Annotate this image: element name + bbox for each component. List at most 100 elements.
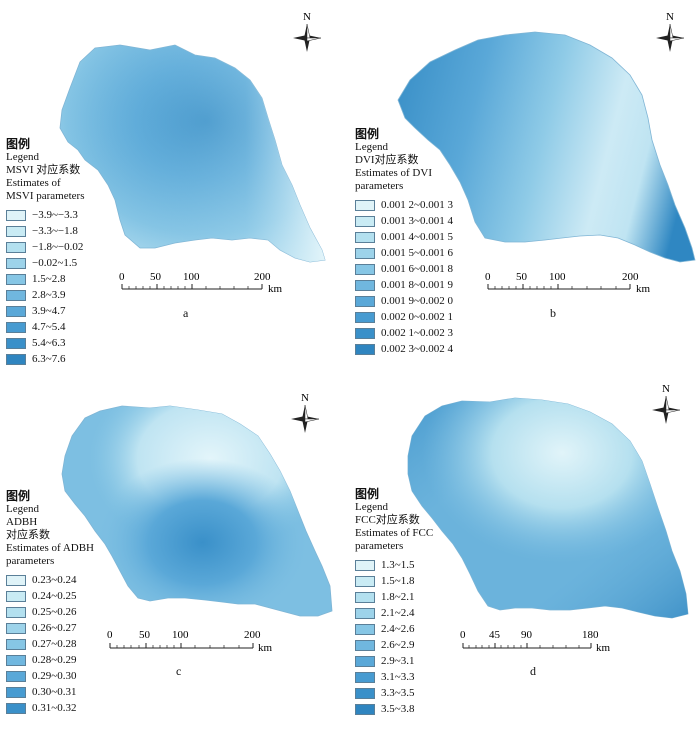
legend-swatch bbox=[6, 353, 26, 365]
legend-swatch bbox=[6, 225, 26, 237]
legend-swatch bbox=[355, 215, 375, 227]
scale-tick-0: 0 bbox=[460, 629, 466, 641]
legend-line: Legend bbox=[6, 503, 39, 515]
map-a: N 0 50 100 200 km bbox=[59, 11, 326, 295]
scale-unit: km bbox=[268, 283, 283, 295]
legend-item: 0.002 0~0.002 1 bbox=[355, 309, 453, 325]
legend-item: 3.5~3.8 bbox=[355, 701, 433, 717]
legend-swatch bbox=[355, 575, 375, 587]
legend-label: 0.001 5~0.001 6 bbox=[381, 246, 453, 259]
legend-items: −3.9~−3.3 −3.3~−1.8 −1.8~−0.02 −0.02~1.5 1.5… bbox=[6, 207, 85, 367]
scale-bar-d: 0 45 90 180 km bbox=[460, 629, 611, 654]
scale-tick-3: 200 bbox=[622, 271, 639, 283]
panel-a: N 0 50 100 200 km 图例 Legend MSVI 对 bbox=[0, 0, 350, 366]
legend-swatch bbox=[6, 654, 26, 666]
legend-swatch bbox=[6, 622, 26, 634]
legend-label: 0.002 0~0.002 1 bbox=[381, 310, 453, 323]
north-arrow-icon bbox=[656, 23, 685, 52]
legend-swatch bbox=[355, 295, 375, 307]
legend-item: 0.001 2~0.001 3 bbox=[355, 197, 453, 213]
legend-item: 3.3~3.5 bbox=[355, 685, 433, 701]
legend-title: 图例 bbox=[6, 489, 31, 503]
legend-label: 2.4~2.6 bbox=[381, 622, 415, 635]
legend-line: ADBH bbox=[6, 516, 38, 528]
scale-bar-c: 0 50 100 200 km bbox=[107, 629, 273, 654]
legend-item: 1.8~2.1 bbox=[355, 589, 433, 605]
legend-label: 0.001 6~0.001 8 bbox=[381, 262, 453, 275]
legend-swatch bbox=[355, 311, 375, 323]
scale-tick-0: 0 bbox=[107, 629, 113, 641]
legend-label: 0.31~0.32 bbox=[32, 701, 77, 714]
legend-label: 0.29~0.30 bbox=[32, 669, 77, 682]
legend-item: 0.001 6~0.001 8 bbox=[355, 261, 453, 277]
legend-label: 0.002 1~0.002 3 bbox=[381, 326, 453, 339]
legend-label: 0.002 3~0.002 4 bbox=[381, 342, 453, 355]
scale-bar-b: 0 50 100 200 km bbox=[485, 271, 651, 295]
legend-item: 2.8~3.9 bbox=[6, 287, 85, 303]
north-label-b: N bbox=[666, 11, 674, 23]
legend-line: FCC对应系数 bbox=[355, 514, 420, 526]
legend-line: Legend bbox=[6, 151, 39, 163]
legend-item: 4.7~5.4 bbox=[6, 319, 85, 335]
legend-item: 0.29~0.30 bbox=[6, 668, 94, 684]
scale-tick-3: 200 bbox=[254, 271, 271, 283]
legend-label: 1.8~2.1 bbox=[381, 590, 415, 603]
legend-item: 1.5~2.8 bbox=[6, 271, 85, 287]
panel-label-a: a bbox=[183, 306, 189, 320]
legend-label: 6.3~7.6 bbox=[32, 352, 66, 365]
panel-b: N 0 50 100 200 km 图例 Legend DVI对应系数 bbox=[350, 0, 700, 366]
legend-label: 2.9~3.1 bbox=[381, 654, 415, 667]
legend-c: 图例 Legend ADBH 对应系数 Estimates of ADBH pa… bbox=[6, 490, 94, 716]
legend-swatch bbox=[6, 670, 26, 682]
legend-item: −3.3~−1.8 bbox=[6, 223, 85, 239]
legend-swatch bbox=[6, 289, 26, 301]
legend-swatch bbox=[6, 686, 26, 698]
legend-label: 5.4~6.3 bbox=[32, 336, 66, 349]
legend-line: MSVI 对应系数 bbox=[6, 164, 81, 176]
panel-c: N 0 50 100 200 km 图例 Legend ADBH 对应 bbox=[0, 366, 350, 733]
legend-item: 2.1~2.4 bbox=[355, 605, 433, 621]
scale-tick-1: 45 bbox=[489, 629, 501, 641]
legend-item: 6.3~7.6 bbox=[6, 351, 85, 367]
legend-label: 0.001 8~0.001 9 bbox=[381, 278, 453, 291]
legend-line: Legend bbox=[355, 501, 388, 513]
legend-item: −1.8~−0.02 bbox=[6, 239, 85, 255]
legend-label: −3.3~−1.8 bbox=[32, 224, 78, 237]
scale-tick-2: 100 bbox=[172, 629, 189, 641]
legend-label: 0.001 4~0.001 5 bbox=[381, 230, 453, 243]
legend-label: 0.001 2~0.001 3 bbox=[381, 198, 453, 211]
north-arrow-icon bbox=[291, 404, 320, 433]
legend-swatch bbox=[6, 257, 26, 269]
scale-tick-2: 100 bbox=[549, 271, 566, 283]
legend-b: 图例 Legend DVI对应系数 Estimates of DVI param… bbox=[355, 128, 453, 357]
legend-label: 0.23~0.24 bbox=[32, 573, 77, 586]
legend-label: 1.5~2.8 bbox=[32, 272, 66, 285]
legend-line: Estimates of ADBH bbox=[6, 542, 94, 554]
legend-item: 3.1~3.3 bbox=[355, 669, 433, 685]
legend-title: 图例 bbox=[355, 127, 380, 141]
legend-item: 0.001 3~0.001 4 bbox=[355, 213, 453, 229]
scale-unit: km bbox=[258, 642, 273, 654]
legend-label: 1.5~1.8 bbox=[381, 574, 415, 587]
legend-item: 1.3~1.5 bbox=[355, 557, 433, 573]
legend-label: 4.7~5.4 bbox=[32, 320, 66, 333]
legend-line: 对应系数 bbox=[6, 529, 50, 541]
legend-swatch bbox=[355, 559, 375, 571]
legend-swatch bbox=[355, 623, 375, 635]
legend-swatch bbox=[355, 703, 375, 715]
legend-label: 2.6~2.9 bbox=[381, 638, 415, 651]
map-d: N 0 45 90 180 km bbox=[407, 383, 689, 654]
legend-swatch bbox=[6, 574, 26, 586]
legend-d: 图例 Legend FCC对应系数 Estimates of FCC param… bbox=[355, 488, 433, 717]
legend-swatch bbox=[355, 231, 375, 243]
legend-swatch bbox=[6, 273, 26, 285]
panel-label-c: c bbox=[176, 664, 182, 678]
scale-tick-1: 50 bbox=[139, 629, 151, 641]
legend-line: MSVI parameters bbox=[6, 190, 85, 202]
legend-line: DVI对应系数 bbox=[355, 154, 419, 166]
legend-label: 0.26~0.27 bbox=[32, 621, 77, 634]
legend-item: 0.002 1~0.002 3 bbox=[355, 325, 453, 341]
legend-label: 3.1~3.3 bbox=[381, 670, 415, 683]
legend-item: 0.001 5~0.001 6 bbox=[355, 245, 453, 261]
legend-label: 0.27~0.28 bbox=[32, 637, 77, 650]
